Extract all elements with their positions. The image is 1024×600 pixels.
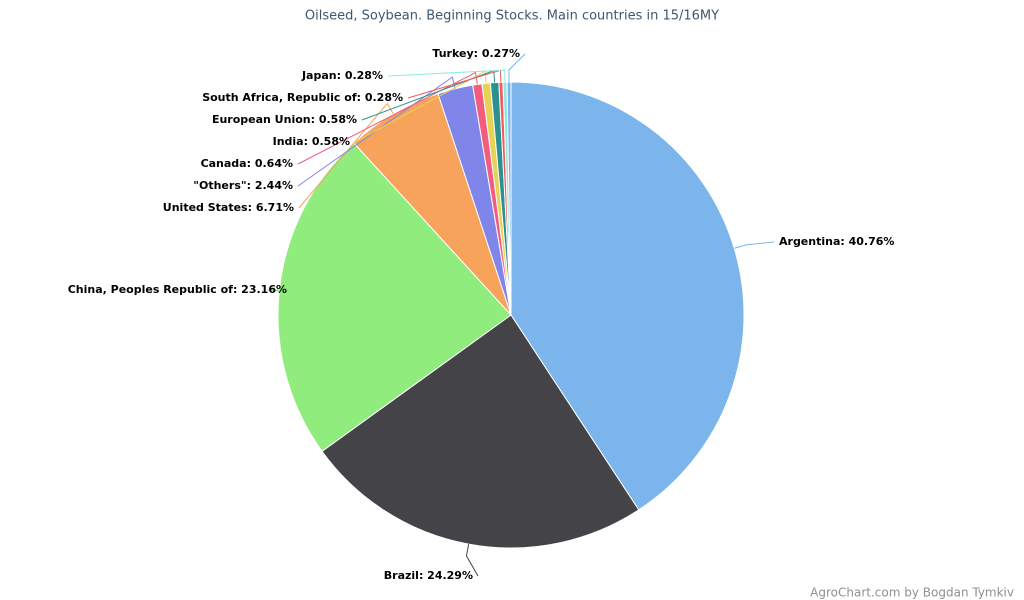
connector	[298, 102, 394, 209]
data-label: "Others": 2.44%	[193, 179, 293, 192]
pie-slice	[321, 314, 640, 549]
connector	[508, 53, 526, 83]
data-label: Argentina: 40.76%	[779, 235, 894, 248]
data-label: Japan: 0.28%	[301, 69, 383, 82]
data-label: United States: 6.71%	[163, 201, 294, 214]
data-label: Canada: 0.64%	[201, 157, 293, 170]
connector	[387, 69, 506, 83]
data-label: Turkey: 0.27%	[432, 47, 520, 60]
data-label: South Africa, Republic of: 0.28%	[202, 91, 403, 104]
connector	[297, 71, 478, 165]
data-label: European Union: 0.58%	[212, 113, 357, 126]
data-label: India: 0.58%	[273, 135, 350, 148]
data-label: China, Peoples Republic of: 23.16%	[68, 283, 287, 296]
pie-slice	[277, 142, 512, 452]
connector	[465, 544, 479, 577]
connector	[734, 241, 775, 249]
pie-slice	[510, 81, 745, 511]
chart-title: Oilseed, Soybean. Beginning Stocks. Main…	[305, 9, 719, 24]
data-label: Brazil: 24.29%	[384, 569, 473, 582]
credit: AgroChart.com by Bogdan Tymkiv	[810, 586, 1014, 600]
connector	[267, 289, 293, 292]
